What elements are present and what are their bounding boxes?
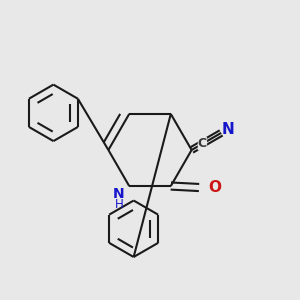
Text: N: N bbox=[113, 188, 124, 201]
Text: O: O bbox=[208, 180, 221, 195]
Text: H: H bbox=[114, 198, 123, 211]
Text: C: C bbox=[198, 137, 207, 150]
Text: N: N bbox=[221, 122, 234, 137]
